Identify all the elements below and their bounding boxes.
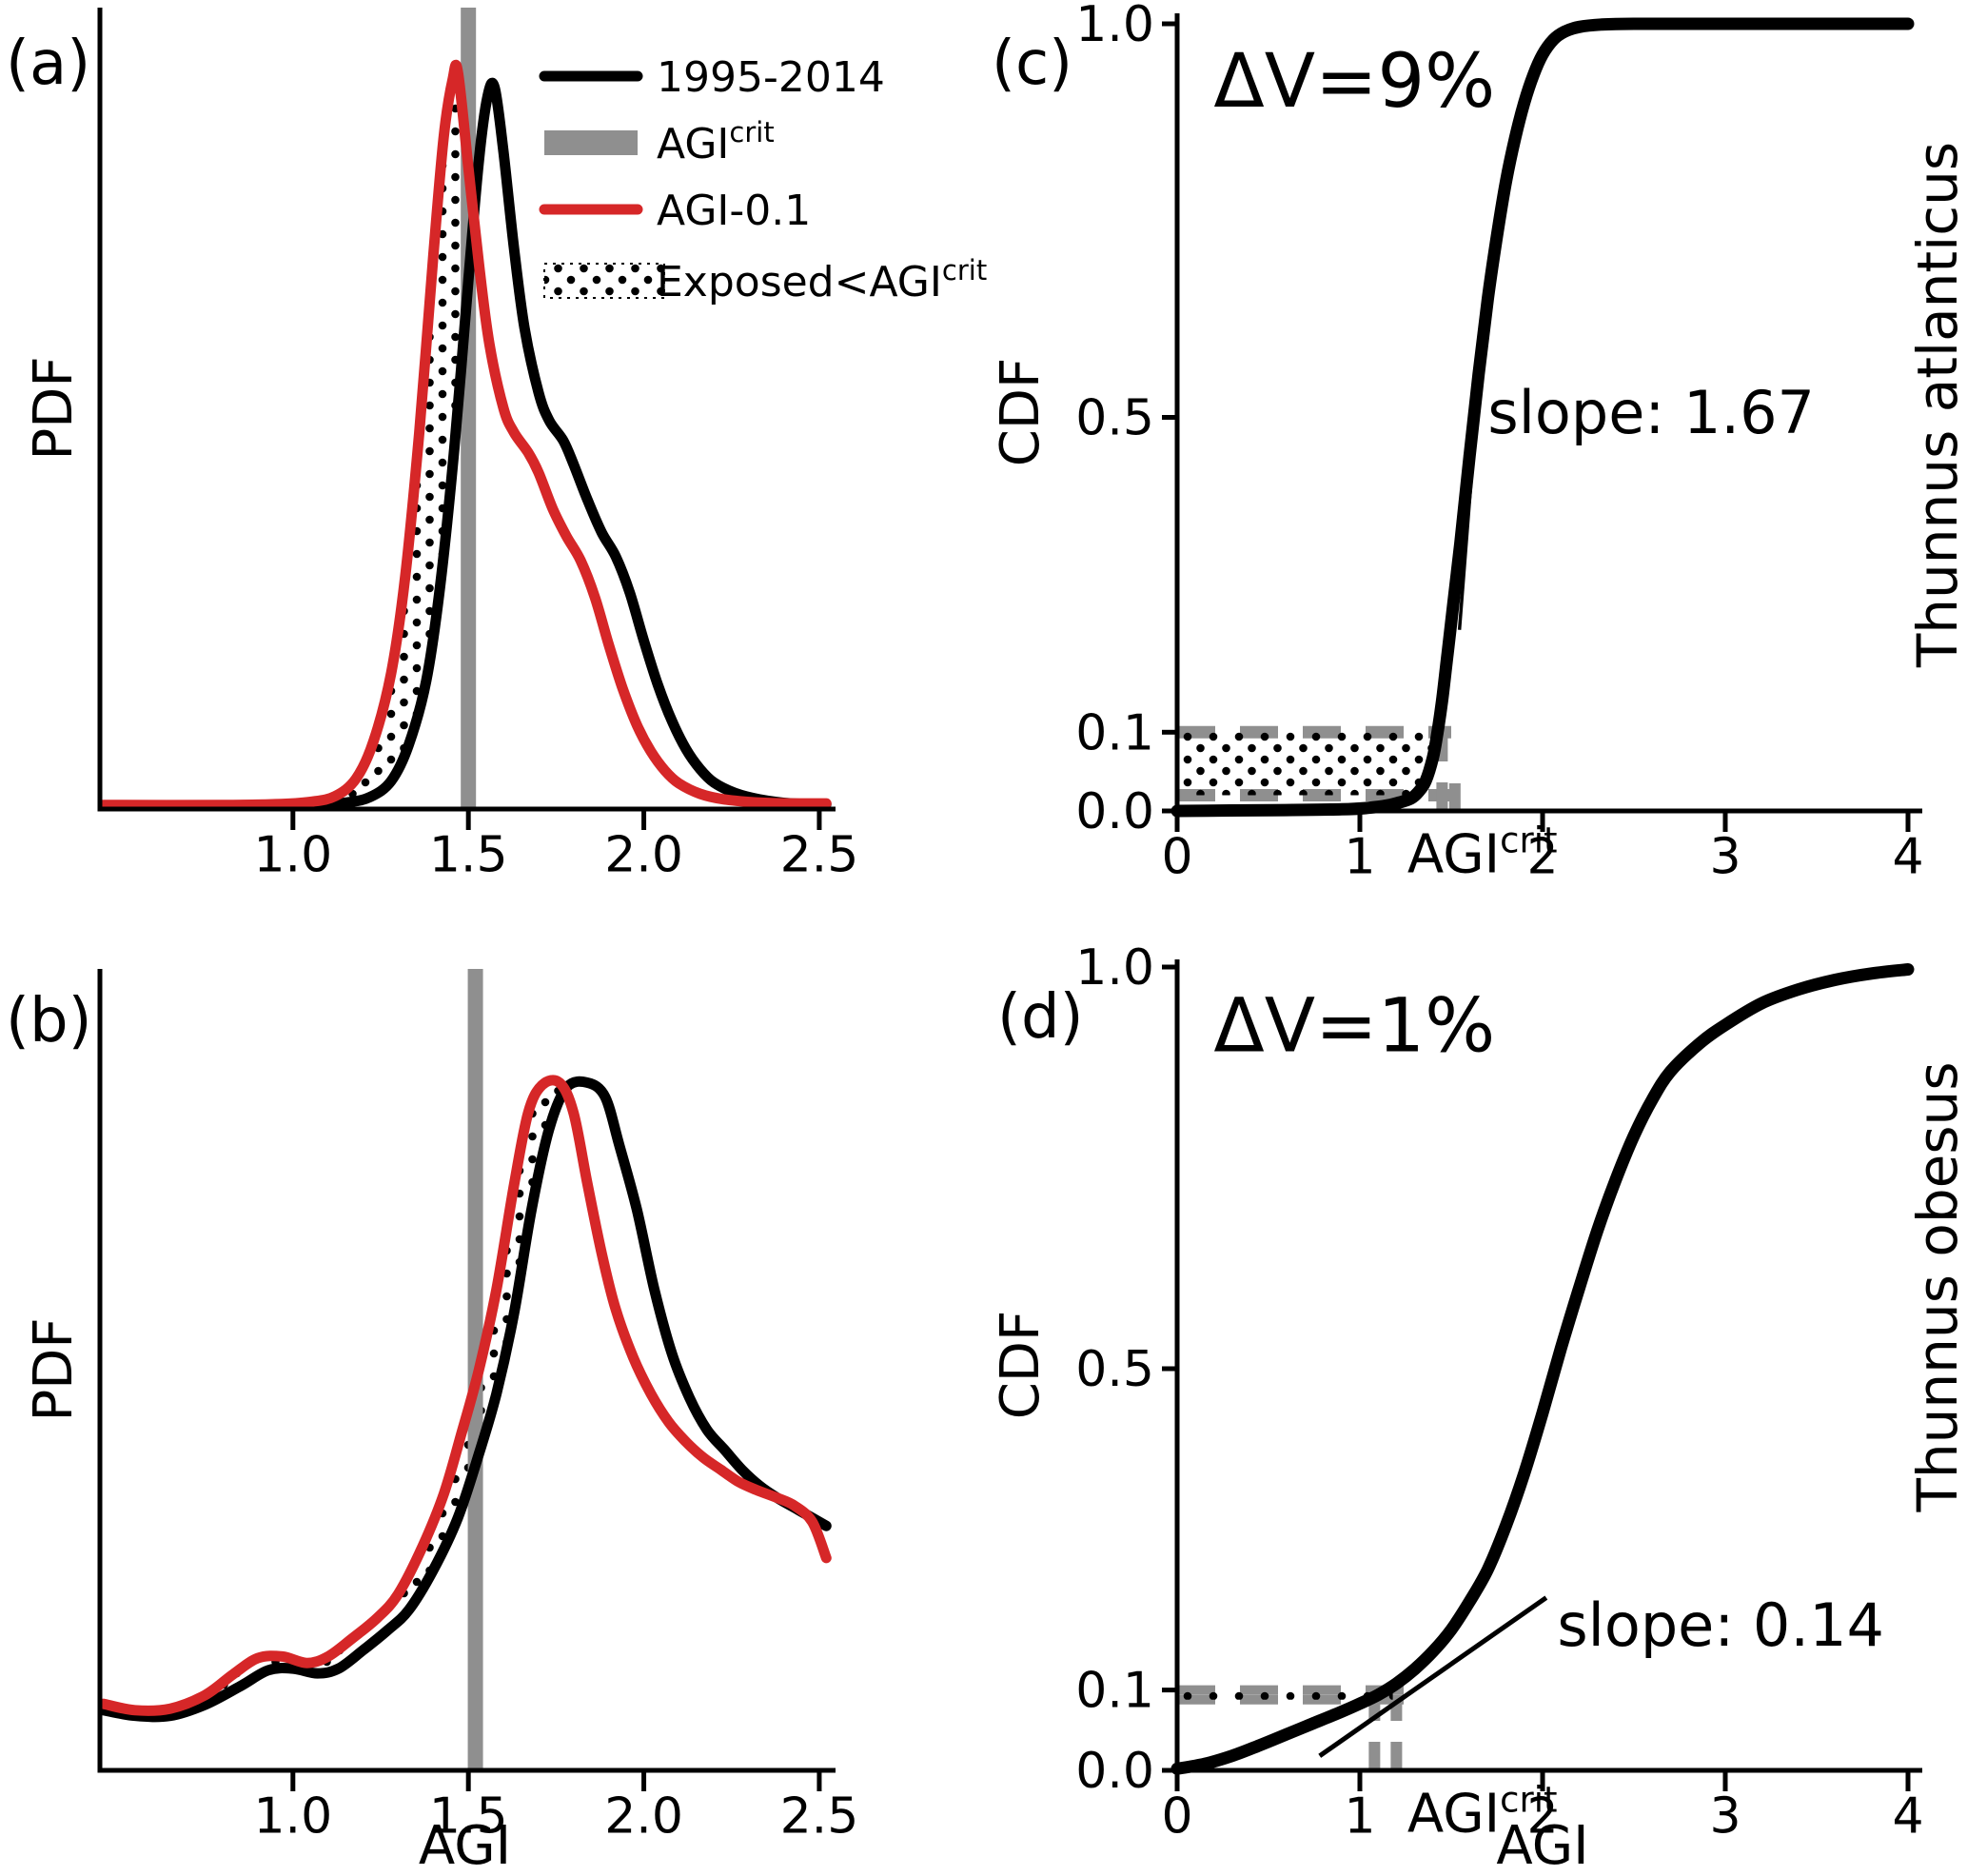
- y-tick-label: 0.5: [1075, 390, 1154, 447]
- pdf-curve-agi-minus-0.1: [98, 59, 832, 811]
- y-axis-label: CDF: [990, 1311, 1052, 1419]
- x-tick-label: 4: [1892, 828, 1923, 885]
- legend-item-label: Exposed<AGIcrit: [657, 254, 987, 306]
- x-tick-label: 2: [1526, 1787, 1558, 1845]
- exposed-region: [205, 1082, 571, 1705]
- legend-item-label: AGIcrit: [657, 116, 775, 168]
- y-tick-label: 1.0: [1075, 939, 1154, 997]
- legend-dotted-swatch: [543, 263, 665, 299]
- x-tick-label: 2.0: [604, 826, 683, 883]
- agi-crit-axis-label: AGIcrit: [1407, 820, 1558, 885]
- axis-spines: [97, 8, 836, 812]
- delta-v-label: ΔV=1%: [1213, 984, 1495, 1070]
- exposed-region: [1177, 732, 1438, 796]
- x-tick-label: 2.5: [780, 826, 859, 883]
- x-tick-label: 3: [1709, 828, 1741, 885]
- panel-label: (d): [997, 982, 1084, 1053]
- legend-item-label: AGI-0.1: [657, 187, 811, 235]
- x-tick-label: 2.0: [604, 1787, 683, 1845]
- y-tick-label: 0.1: [1075, 704, 1154, 761]
- legend: 1995-2014 AGIcrit AGI-0.1 Exposed<AGIcrit: [539, 53, 987, 306]
- legend-item-1: AGIcrit: [544, 116, 775, 168]
- x-tick-label: 1.5: [429, 1787, 508, 1845]
- species-label: Thunnus atlanticus: [1905, 142, 1967, 668]
- slope-label: slope: 1.67: [1487, 378, 1815, 447]
- exposed-region: [1177, 1689, 1393, 1700]
- x-tick-label: 0: [1161, 828, 1192, 885]
- legend-item-3: Exposed<AGIcrit: [543, 254, 987, 306]
- legend-thick-swatch: [544, 130, 638, 155]
- agi-crit-axis-label: AGIcrit: [1407, 1779, 1558, 1845]
- x-tick-label: 2.5: [780, 1787, 859, 1845]
- axis-spines: [97, 969, 836, 1773]
- pdf-curve-1995-2014: [98, 77, 832, 812]
- y-tick-label: 0.0: [1075, 1743, 1154, 1800]
- x-tick-label: 1: [1344, 1787, 1375, 1845]
- pdf-curve-1995-2014: [98, 1076, 832, 1723]
- slope-label: slope: 0.14: [1557, 1590, 1884, 1660]
- x-tick-label: 1.5: [429, 826, 508, 883]
- cdf-curve: [1170, 17, 1915, 818]
- x-tick-label: 1.0: [253, 826, 332, 883]
- x-tick-label: 3: [1709, 1787, 1741, 1845]
- x-tick-label: 1: [1344, 828, 1375, 885]
- y-tick-label: 0.1: [1075, 1663, 1154, 1720]
- y-tick-label: 0.0: [1075, 783, 1154, 840]
- panel-b: 1.0 1.5 2.0 2.5 PDF AGI (b): [6, 969, 858, 1876]
- y-tick-label: 1.0: [1075, 0, 1154, 53]
- panel-c: 0 1 2 3 4 0.0 0.1 0.5 1.0 AGIcrit ΔV=9% slope: 1.67…: [990, 0, 1967, 885]
- delta-v-label: ΔV=9%: [1213, 39, 1495, 125]
- cdf-curve: [1170, 963, 1915, 1775]
- panel-label: (b): [6, 986, 92, 1056]
- slope-tangent-line: [1318, 1595, 1548, 1758]
- legend-item-2: AGI-0.1: [539, 187, 811, 235]
- species-label: Thunnus obesus: [1905, 1061, 1967, 1512]
- pdf-curve-agi-minus-0.1: [98, 1075, 832, 1716]
- legend-item-label: 1995-2014: [657, 53, 885, 102]
- x-tick-label: 1.0: [253, 1787, 332, 1845]
- x-tick-label: 0: [1161, 1787, 1192, 1845]
- x-tick-label: 2: [1526, 828, 1558, 885]
- legend-item-0: 1995-2014: [539, 53, 885, 102]
- y-axis-label: CDF: [990, 358, 1052, 466]
- panel-d: 0 1 2 3 4 0.0 0.1 0.5 1.0 AGIcrit ΔV=1% slope: 0.14…: [990, 939, 1967, 1876]
- y-axis-label: PDF: [23, 356, 85, 460]
- x-axis-label: AGI: [1496, 1815, 1588, 1876]
- panel-a: 1.0 1.5 2.0 2.5 PDF (a): [6, 8, 858, 883]
- x-tick-label: 4: [1892, 1787, 1923, 1845]
- panel-label: (c): [992, 29, 1072, 99]
- y-axis-label: PDF: [23, 1317, 85, 1421]
- x-axis-label: AGI: [419, 1815, 511, 1876]
- panel-label: (a): [6, 29, 90, 99]
- y-tick-label: 0.5: [1075, 1341, 1154, 1398]
